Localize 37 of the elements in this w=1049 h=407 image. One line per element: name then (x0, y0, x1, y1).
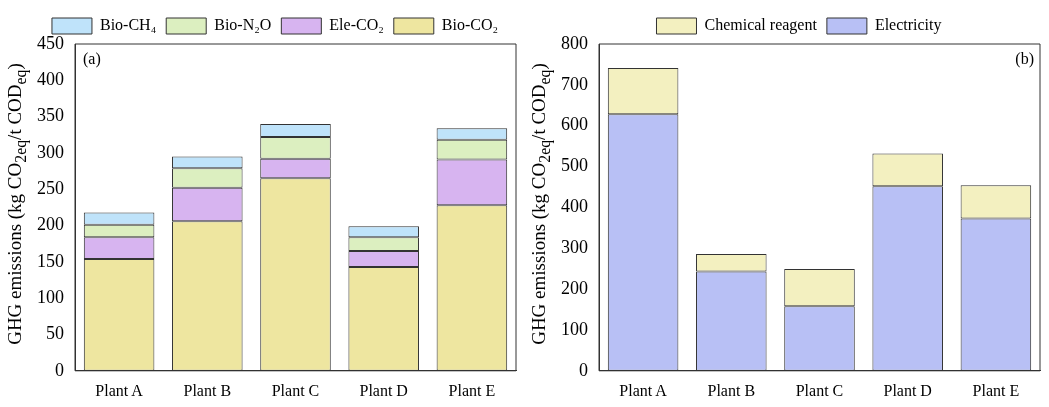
x-tick-label: Plant C (795, 381, 844, 399)
legend-label: Electricity (874, 15, 942, 34)
x-tick-label: Plant D (359, 381, 408, 399)
annotation: (a) (83, 49, 101, 68)
y-tick-label: 600 (561, 113, 588, 134)
legend-label: Bio-CO₂ (441, 15, 499, 33)
y-tick-label: 450 (37, 32, 64, 53)
y-tick-label: 300 (561, 236, 588, 257)
y-tick-label: 250 (37, 177, 64, 198)
y-tick-label: 400 (37, 68, 64, 89)
y-tick-label: 100 (37, 286, 64, 307)
y-tick-label: 150 (37, 250, 64, 271)
x-tick-label: Plant C (271, 381, 320, 399)
legend-label: Bio-N₂O (214, 15, 272, 33)
y-tick-label: 100 (561, 318, 588, 339)
x-tick-label: Plant B (707, 381, 756, 399)
y-tick-label: 0 (55, 359, 64, 380)
x-tick-label: Plant E (972, 381, 1020, 399)
x-tick-label: Plant A (619, 381, 668, 399)
y-tick-label: 50 (46, 322, 64, 343)
y-tick-label: 700 (561, 73, 588, 94)
x-tick-label: Plant B (183, 381, 232, 399)
y-tick-label: 200 (37, 213, 64, 234)
x-tick-label: Plant D (883, 381, 932, 399)
y-tick-label: 400 (561, 195, 588, 216)
legend-label: Bio-CH₄ (99, 15, 157, 33)
legend-label: Chemical reagent (704, 15, 818, 34)
x-tick-label: Plant E (448, 381, 496, 399)
x-tick-label: Plant A (95, 381, 144, 399)
y-tick-label: 500 (561, 154, 588, 175)
y-tick-label: 800 (561, 32, 588, 53)
y-tick-label: 200 (561, 277, 588, 298)
annotation: (b) (1015, 49, 1034, 68)
legend-label: Ele-CO₂ (329, 15, 384, 33)
y-tick-label: 0 (579, 359, 588, 380)
y-tick-label: 350 (37, 104, 64, 125)
y-tick-label: 300 (37, 141, 64, 162)
